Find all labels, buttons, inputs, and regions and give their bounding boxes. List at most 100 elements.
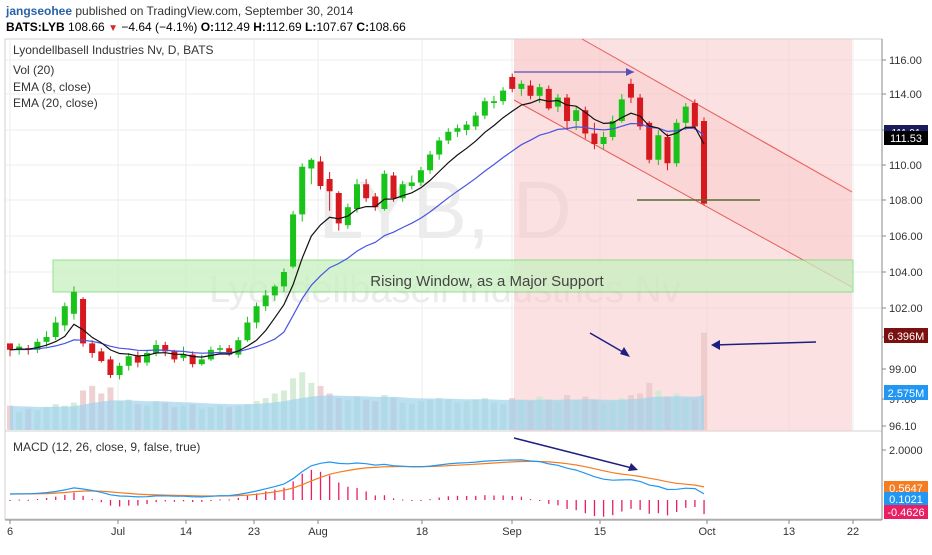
candle-body	[207, 349, 214, 360]
macd-hist-bar	[246, 495, 249, 500]
ema8-line[interactable]	[9, 98, 705, 358]
time-tick-label: 18	[416, 526, 428, 538]
candle-body	[107, 359, 114, 375]
macd-hist-bar	[55, 496, 57, 500]
macd-hist-bar	[338, 482, 340, 500]
macd-hist-bar	[9, 500, 11, 501]
candle-body	[445, 131, 452, 141]
price-tick-label: 96.10	[889, 421, 917, 433]
candle-body	[43, 337, 50, 342]
macd-hist-bar	[447, 496, 450, 500]
chart-svg[interactable]: LYB, D Lyondellbasell Industries Nv Risi…	[0, 38, 932, 550]
macd-badge-text: 0.1021	[889, 494, 923, 506]
macd-hist-bar	[657, 500, 660, 514]
candle-body	[564, 97, 571, 121]
close-value: 108.66	[369, 20, 406, 34]
candle-body	[417, 170, 424, 183]
volume-badge	[884, 328, 928, 343]
price-tick-label: 114.00	[889, 89, 922, 101]
macd-hist-bar	[621, 500, 623, 512]
macd-hist-bar	[146, 500, 148, 505]
macd-hist-bar	[593, 500, 596, 517]
hist-badge-text: -0.4626	[887, 507, 924, 519]
macd-hist-bar	[703, 500, 705, 515]
open-label: O:	[200, 20, 215, 34]
macd-hist-bar	[639, 500, 641, 510]
volume-ma-area	[10, 395, 704, 430]
candle-body	[180, 354, 187, 358]
macd-hist-bar	[45, 498, 48, 500]
macd-hist-bar	[548, 500, 550, 504]
macd-hist-bar	[666, 500, 669, 516]
ema20-line[interactable]	[9, 122, 705, 354]
arrow-head-icon	[626, 68, 634, 76]
macd-hist-bar	[329, 475, 331, 500]
macd-hist-bar	[612, 500, 614, 516]
signal-line[interactable]	[10, 460, 705, 497]
channel-lower-line[interactable]	[513, 99, 853, 288]
price-tick-label: 104.00	[889, 267, 923, 279]
macd-hist-bar	[383, 495, 386, 500]
candle-body	[701, 121, 707, 204]
price-badge-text: 111.53	[890, 133, 922, 145]
macd-hist-bar	[465, 495, 468, 500]
channel-upper-line[interactable]	[581, 38, 853, 193]
macd-hist-bar	[255, 493, 258, 500]
macd-hist-bar	[676, 500, 678, 513]
arrow-head-icon	[628, 463, 638, 471]
candle-body	[52, 322, 59, 337]
macd-hist-bar	[475, 495, 477, 500]
candle-body	[290, 214, 297, 267]
price-tick-label: 110.00	[889, 160, 922, 172]
macd-hist-bar	[100, 500, 103, 503]
volume-arrow-2[interactable]	[713, 341, 817, 346]
candle-body	[7, 343, 13, 350]
legend-vol: Vol (20)	[13, 63, 54, 77]
macd-hist-bar	[91, 499, 93, 501]
macd-hist-bar	[182, 500, 185, 502]
time-tick-label: Jul	[111, 526, 125, 538]
candle-body	[89, 343, 96, 353]
author-link[interactable]: jangseohee	[6, 4, 73, 18]
macd-divergence-arrow[interactable]	[513, 437, 637, 470]
candle-body	[280, 272, 287, 287]
support-band[interactable]	[52, 259, 854, 293]
macd-hist-bar	[292, 481, 294, 500]
macd-hist-bar	[520, 496, 523, 500]
macd-hist-bar	[274, 489, 276, 500]
candle-body	[198, 359, 205, 365]
price-tick-label: 116.00	[889, 55, 922, 67]
candle-body	[573, 110, 580, 121]
high-label: H:	[253, 20, 266, 34]
candle-body	[408, 182, 415, 186]
candle-body	[682, 106, 689, 123]
macd-hist-bar	[347, 486, 349, 500]
macd-hist-bar	[694, 500, 696, 507]
macd-hist-bar	[118, 500, 121, 507]
candle-body	[125, 356, 132, 366]
price-tick-label: 99.00	[889, 364, 917, 376]
candle-body	[618, 99, 625, 121]
chart-frame[interactable]: LYB, D Lyondellbasell Industries Nv Risi…	[0, 38, 932, 550]
candle-body	[518, 83, 525, 89]
down-arrow-icon: ▼	[108, 23, 118, 34]
macd-hist-bar	[210, 500, 212, 501]
candle-body	[527, 85, 534, 96]
macd-hist-bar	[219, 499, 221, 501]
candle-body	[271, 286, 278, 296]
arrow-head-icon	[620, 347, 630, 357]
macd-hist-bar	[392, 498, 395, 500]
hist-badge	[884, 505, 928, 519]
candle-body	[591, 133, 598, 144]
macd-pane[interactable]	[4, 430, 883, 520]
macd-hist-bar	[283, 487, 285, 500]
macd-hist-bar	[630, 500, 632, 509]
macd-hist-bar	[411, 500, 413, 501]
candle-body	[490, 101, 497, 103]
candle-body	[34, 341, 41, 350]
quote-line: BATS:LYB 108.66 ▼ −4.64 (−4.1%) O:112.49…	[6, 20, 406, 34]
candle-body	[189, 354, 196, 365]
macd-line[interactable]	[9, 459, 705, 498]
candle-body	[98, 351, 105, 361]
candle-body	[673, 122, 680, 164]
